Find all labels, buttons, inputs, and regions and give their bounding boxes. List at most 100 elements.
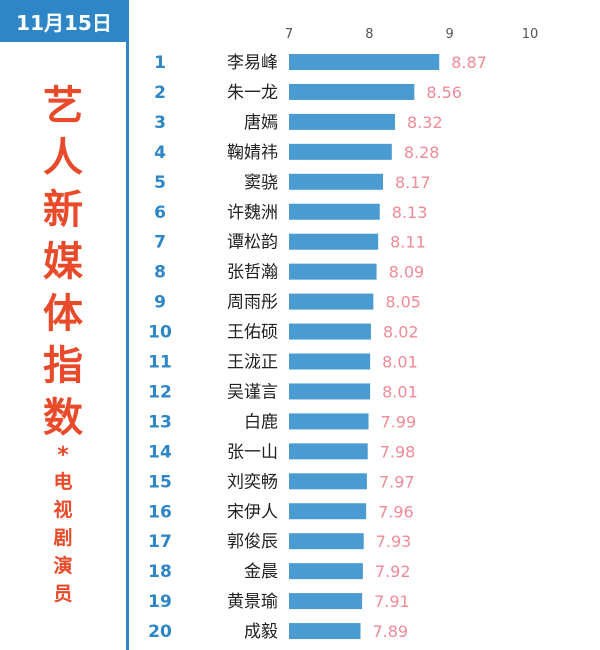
category-label: 鞠婧祎 [227, 143, 278, 163]
bar [289, 293, 374, 310]
data-label: 7.98 [380, 442, 416, 461]
category-label: 窦骁 [244, 173, 278, 193]
vertical-title: 艺人新媒体指数 * 电视剧演员 [0, 80, 126, 608]
panel-divider [126, 0, 129, 650]
rank-label: 11 [148, 353, 172, 373]
subtitle-char: 员 [53, 583, 73, 605]
title-char: 媒 [43, 239, 83, 285]
bar [289, 563, 363, 580]
bar [289, 593, 363, 610]
rank-label: 16 [148, 502, 172, 522]
data-label: 7.99 [381, 412, 417, 431]
category-label: 张哲瀚 [227, 263, 278, 283]
bar [289, 143, 392, 160]
category-label: 郭俊辰 [227, 532, 278, 552]
data-label: 8.09 [389, 263, 425, 282]
subtitle-char: 演 [53, 555, 73, 577]
subtitle-char: 剧 [53, 527, 73, 549]
data-label: 7.91 [374, 592, 410, 611]
title-separator: * [57, 443, 69, 468]
data-label: 7.89 [372, 622, 408, 641]
category-label: 李易峰 [227, 53, 278, 73]
title-char: 指 [43, 343, 83, 389]
rank-label: 9 [154, 293, 166, 313]
bar [289, 173, 383, 190]
data-label: 8.01 [382, 353, 418, 372]
bar [289, 203, 380, 220]
title-char: 艺 [43, 83, 83, 129]
data-label: 7.93 [376, 532, 412, 551]
x-tick-label: 10 [522, 27, 539, 42]
rank-label: 20 [148, 622, 172, 642]
title-char: 人 [43, 135, 83, 181]
rank-label: 15 [148, 472, 172, 492]
rank-label: 4 [154, 143, 166, 163]
rank-label: 6 [154, 203, 166, 223]
x-tick-label: 8 [365, 27, 373, 42]
category-label: 王佑硕 [227, 323, 278, 343]
data-label: 8.17 [395, 173, 431, 192]
data-label: 8.28 [404, 143, 440, 162]
category-label: 白鹿 [244, 412, 278, 432]
bar [289, 233, 379, 250]
data-label: 8.13 [392, 203, 428, 222]
category-label: 唐嫣 [244, 112, 278, 133]
left-panel [0, 42, 126, 650]
rank-label: 3 [154, 113, 166, 133]
category-label: 黄景瑜 [227, 592, 278, 612]
title-char: 数 [43, 395, 83, 441]
data-label: 7.97 [379, 472, 415, 491]
data-label: 8.32 [407, 113, 443, 132]
rank-label: 7 [154, 233, 166, 253]
bar [289, 473, 367, 490]
category-label: 宋伊人 [227, 502, 278, 522]
data-label: 8.05 [385, 293, 421, 312]
bar [289, 83, 415, 100]
category-label: 朱一龙 [227, 83, 278, 103]
rank-label: 18 [148, 562, 172, 582]
data-label: 8.01 [382, 382, 418, 401]
category-label: 张一山 [227, 442, 278, 462]
bar [289, 323, 371, 340]
bar [289, 113, 396, 130]
data-label: 8.87 [451, 53, 487, 72]
date-badge: 11月15日 [0, 0, 128, 42]
category-label: 刘奕畅 [227, 472, 278, 492]
rank-label: 8 [154, 263, 166, 283]
bar [289, 533, 364, 550]
category-label: 吴谨言 [227, 382, 278, 402]
data-label: 8.11 [390, 233, 426, 252]
bar [289, 263, 377, 280]
subtitle-char: 电 [53, 471, 73, 493]
bar [289, 623, 361, 640]
x-tick-label: 7 [285, 27, 293, 42]
bar [289, 383, 371, 400]
rank-label: 5 [154, 173, 166, 193]
rank-label: 2 [154, 83, 166, 103]
category-label: 许魏洲 [227, 203, 278, 223]
rank-label: 19 [148, 592, 172, 612]
bar [289, 54, 440, 70]
data-label: 7.92 [375, 562, 411, 581]
rank-label: 13 [148, 412, 172, 432]
category-label: 成毅 [244, 622, 278, 642]
rank-label: 14 [148, 442, 172, 462]
bar [289, 353, 371, 370]
data-label: 7.96 [378, 502, 414, 521]
title-char: 体 [43, 291, 83, 337]
bar [289, 503, 367, 520]
rank-label: 1 [154, 53, 166, 73]
data-label: 8.02 [383, 323, 419, 342]
bar [289, 443, 368, 460]
bar [289, 413, 369, 430]
x-tick-label: 9 [446, 27, 454, 42]
subtitle-char: 视 [53, 499, 73, 521]
category-label: 周雨彤 [227, 293, 278, 313]
data-label: 8.56 [426, 83, 462, 102]
category-label: 谭松韵 [227, 233, 278, 253]
rank-label: 12 [148, 382, 172, 402]
rank-label: 10 [148, 323, 172, 343]
rank-label: 17 [148, 532, 172, 552]
category-label: 金晨 [244, 562, 278, 582]
